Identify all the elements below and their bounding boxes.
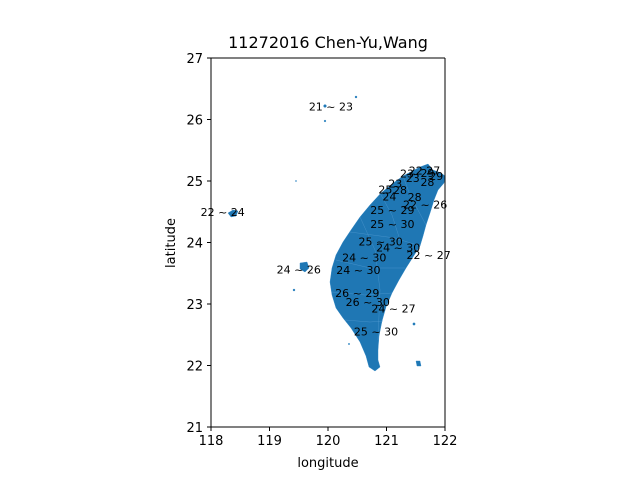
kinmen-island bbox=[227, 209, 239, 218]
orchid-island bbox=[415, 360, 422, 367]
offshore-islet bbox=[295, 180, 297, 182]
penghu-island bbox=[299, 261, 310, 273]
map-shapes bbox=[227, 95, 446, 372]
matsu-islet bbox=[354, 95, 358, 99]
offshore-islet bbox=[412, 322, 416, 326]
region-label: 28 bbox=[408, 191, 422, 204]
x-tick-label: 120 bbox=[316, 434, 341, 449]
map-title: 11272016 Chen-Yu,Wang bbox=[228, 33, 428, 52]
region-label: 24 ~ 30 bbox=[376, 241, 420, 254]
region-label: 23 bbox=[388, 177, 402, 190]
offshore-islet bbox=[348, 343, 350, 345]
y-tick-label: 26 bbox=[186, 114, 203, 129]
region-label: 29 bbox=[429, 170, 443, 183]
region-label: 24 ~ 26 bbox=[277, 264, 321, 277]
region-label: 25 ~ 30 bbox=[359, 235, 403, 248]
region-label: 25 ~ 29 bbox=[370, 204, 414, 217]
matsu-islet bbox=[323, 119, 327, 123]
region-label: 22 ~ 26 bbox=[403, 198, 447, 211]
region-label: 29 bbox=[420, 167, 434, 180]
region-label: 25 bbox=[378, 184, 392, 197]
region-label: 22 bbox=[409, 165, 423, 178]
y-tick-label: 24 bbox=[186, 237, 203, 252]
y-axis-ticks: 21 22 23 24 25 26 27 bbox=[186, 52, 211, 436]
region-label: 22 ~ 27 bbox=[407, 249, 451, 262]
region-label: 24 ~ 30 bbox=[336, 264, 380, 277]
x-tick-label: 122 bbox=[433, 434, 458, 449]
region-label: 26 ~ 29 bbox=[335, 287, 379, 300]
matsu-islet bbox=[323, 104, 327, 108]
x-tick-label: 119 bbox=[257, 434, 282, 449]
region-label: 23 bbox=[400, 168, 414, 181]
region-label: 24 ~ 27 bbox=[371, 302, 415, 315]
region-label: 25 ~ 30 bbox=[354, 326, 398, 339]
region-label: 28 bbox=[420, 176, 434, 189]
y-tick-label: 21 bbox=[186, 421, 203, 436]
region-boundaries bbox=[331, 175, 427, 341]
region-label: 24 ~ 30 bbox=[342, 251, 386, 264]
taiwan-main-island bbox=[329, 163, 446, 372]
region-label: 28 bbox=[393, 184, 407, 197]
y-tick-label: 27 bbox=[186, 52, 203, 67]
x-axis-label: longitude bbox=[297, 456, 358, 471]
y-axis-label: latitude bbox=[164, 218, 179, 268]
x-axis-ticks: 118 119 120 121 122 bbox=[199, 427, 458, 449]
x-tick-label: 118 bbox=[199, 434, 224, 449]
region-label: 24 bbox=[382, 190, 396, 203]
y-tick-label: 25 bbox=[186, 175, 203, 190]
region-label: 27 bbox=[426, 165, 440, 178]
region-label: 26 ~ 30 bbox=[346, 296, 390, 309]
region-label: 23 bbox=[406, 172, 420, 185]
region-label: 22 ~ 24 bbox=[201, 206, 245, 219]
region-label: 21 ~ 23 bbox=[309, 101, 353, 114]
y-tick-label: 22 bbox=[186, 360, 203, 375]
region-label: 25 ~ 30 bbox=[370, 218, 414, 231]
offshore-islet bbox=[292, 288, 296, 292]
x-tick-label: 121 bbox=[374, 434, 399, 449]
y-tick-label: 23 bbox=[186, 298, 203, 313]
